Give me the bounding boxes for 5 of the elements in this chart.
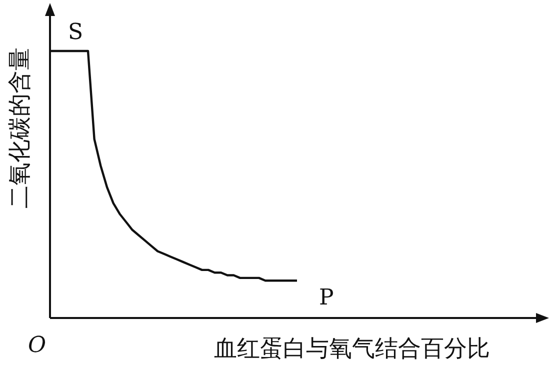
text: P (319, 286, 334, 311)
text: S (68, 20, 84, 45)
y-axis-title: 二氧化碳的含量 (7, 48, 33, 208)
x-axis-title: 血红蛋白与氧气结合百分比 (214, 336, 490, 362)
text: O (28, 333, 46, 358)
